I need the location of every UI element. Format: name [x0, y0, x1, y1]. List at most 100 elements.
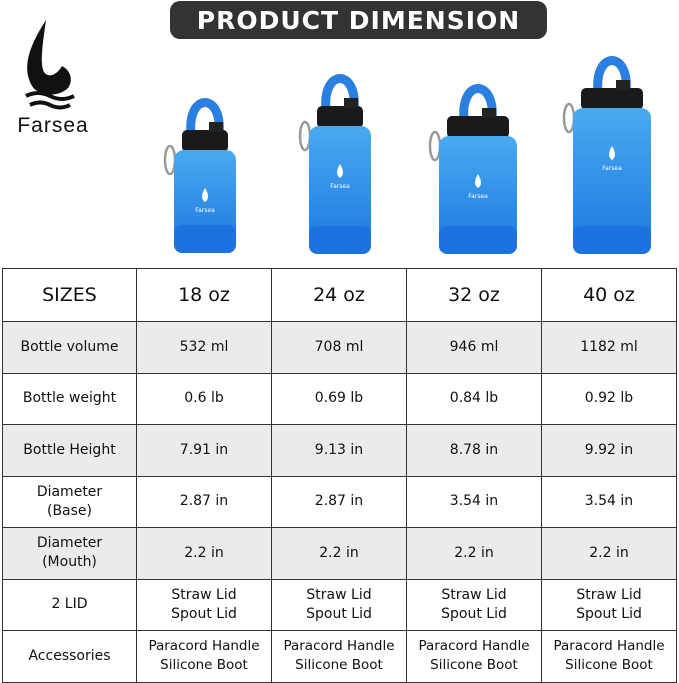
cell-line: Silicone Boot — [295, 657, 383, 674]
cell-line: Straw Lid — [171, 586, 237, 603]
cell-line: 2.87 in — [314, 493, 364, 510]
cell-line: 3.54 in — [584, 493, 634, 510]
cell-line: (Base) — [46, 502, 92, 519]
value-cell: 3.54 in — [406, 475, 542, 528]
value-cell: 708 ml — [271, 321, 407, 374]
cell-line: Paracord Handle — [418, 638, 530, 655]
row-label: Diameter (Base) — [2, 475, 137, 528]
cell-line: 532 ml — [179, 338, 229, 355]
cell-line: Silicone Boot — [565, 657, 653, 674]
value-cell: 0.84 lb — [406, 372, 542, 425]
value-cell: 532 ml — [136, 321, 272, 374]
carabiner — [298, 120, 312, 152]
cell-line: Spout Lid — [441, 605, 507, 622]
value-cell: 0.6 lb — [136, 372, 272, 425]
value-cell: Paracord Handle Silicone Boot — [541, 630, 677, 683]
cell-line: Paracord Handle — [148, 638, 260, 655]
cell-line: 0.69 lb — [314, 390, 364, 407]
cell-line: 2.2 in — [589, 544, 629, 561]
carabiner — [562, 102, 576, 134]
cell-line: 2.2 in — [319, 544, 359, 561]
cell-line: (Mouth) — [42, 554, 97, 571]
cell-line: Bottle volume — [20, 338, 119, 355]
value-cell: Paracord Handle Silicone Boot — [406, 630, 542, 683]
cell-line: Paracord Handle — [553, 638, 665, 655]
row-label: 2 LID — [2, 578, 137, 631]
cell-line: Bottle Height — [23, 441, 116, 458]
carabiner — [428, 130, 442, 162]
table-row: 2 LID Straw Lid Spout Lid Straw Lid Spout Li… — [2, 578, 677, 631]
value-cell: 9.92 in — [541, 424, 677, 477]
straw-spout — [209, 122, 223, 132]
header-cell: 18 oz — [136, 268, 272, 322]
logo-drop-icon — [475, 174, 481, 188]
wave-logo-icon — [25, 20, 75, 110]
dimension-table: SIZES 18 oz 24 oz 32 oz 40 oz Bottle vol… — [2, 268, 677, 683]
silicone-boot — [174, 225, 236, 253]
svg-text:Farsea: Farsea — [330, 183, 350, 190]
cell-line: Paracord Handle — [283, 638, 395, 655]
table-row: Bottle volume 532 ml 708 ml 946 ml 1182 ml — [2, 321, 677, 374]
value-cell: Straw Lid Spout Lid — [136, 578, 272, 631]
value-cell: 2.87 in — [271, 475, 407, 528]
header-cell: 24 oz — [271, 268, 407, 322]
value-cell: 946 ml — [406, 321, 542, 374]
cell-line: 2 LID — [51, 596, 88, 613]
cell-line: 0.84 lb — [449, 390, 499, 407]
table-header-row: SIZES 18 oz 24 oz 32 oz 40 oz — [2, 268, 677, 322]
silicone-boot — [309, 226, 371, 254]
value-cell: Paracord Handle Silicone Boot — [136, 630, 272, 683]
value-cell: 8.78 in — [406, 424, 542, 477]
bottle-body — [573, 108, 651, 254]
value-cell: 1182 ml — [541, 321, 677, 374]
table-row: Accessories Paracord Handle Silicone Boot P… — [2, 630, 677, 683]
value-cell: 2.2 in — [541, 527, 677, 580]
table-row: Bottle weight 0.6 lb 0.69 lb 0.84 lb 0.92 lb — [2, 372, 677, 425]
svg-text:Farsea: Farsea — [195, 207, 215, 214]
row-label: Diameter (Mouth) — [2, 527, 137, 580]
cell-line: Straw Lid — [441, 586, 507, 603]
straw-spout — [482, 108, 496, 118]
value-cell: 2.2 in — [136, 527, 272, 580]
straw-spout — [616, 80, 630, 90]
row-label: Bottle volume — [2, 321, 137, 374]
logo-drop-icon — [609, 146, 615, 160]
cell-line: Accessories — [28, 647, 111, 664]
brand-name: Farsea — [17, 114, 89, 137]
logo-drop-icon — [337, 164, 343, 178]
value-cell: 3.54 in — [541, 475, 677, 528]
value-cell: 2.87 in — [136, 475, 272, 528]
bottle-image: Farsea — [562, 56, 651, 254]
value-cell: 7.91 in — [136, 424, 272, 477]
table-row: Diameter (Base) 2.87 in 2.87 in 3.54 in 3.54 … — [2, 475, 677, 528]
svg-text:Farsea: Farsea — [468, 193, 488, 200]
farsea-logo: Farsea — [8, 18, 88, 143]
silicone-boot — [573, 226, 651, 254]
header-cell: 32 oz — [406, 268, 542, 322]
header-cell: SIZES — [2, 268, 137, 322]
cell-line: Spout Lid — [576, 605, 642, 622]
cell-line: 9.92 in — [584, 441, 634, 458]
value-cell: 9.13 in — [271, 424, 407, 477]
table-row: Bottle Height 7.91 in 9.13 in 8.78 in 9.92 i… — [2, 424, 677, 477]
lid — [182, 130, 228, 152]
cell-line: 7.91 in — [179, 441, 229, 458]
cell-line: 0.6 lb — [184, 390, 224, 407]
value-cell: 0.92 lb — [541, 372, 677, 425]
cell-line: Diameter — [36, 483, 103, 500]
cell-line: Diameter — [36, 535, 103, 552]
cell-line: 946 ml — [449, 338, 499, 355]
table-row: Diameter (Mouth) 2.2 in 2.2 in 2.2 in 2.2 in — [2, 527, 677, 580]
product-dimension-banner: PRODUCT DIMENSION — [170, 1, 547, 39]
value-cell: Straw Lid Spout Lid — [406, 578, 542, 631]
cell-line: Silicone Boot — [430, 657, 518, 674]
value-cell: Straw Lid Spout Lid — [271, 578, 407, 631]
bottle-image: Farsea — [298, 74, 371, 254]
bottle-body — [309, 126, 371, 254]
carabiner — [163, 144, 177, 176]
row-label: Bottle weight — [2, 372, 137, 425]
straw-spout — [344, 98, 358, 108]
cell-line: Straw Lid — [306, 586, 372, 603]
bottle-image: Farsea — [428, 84, 517, 254]
cell-line: 2.87 in — [179, 493, 229, 510]
